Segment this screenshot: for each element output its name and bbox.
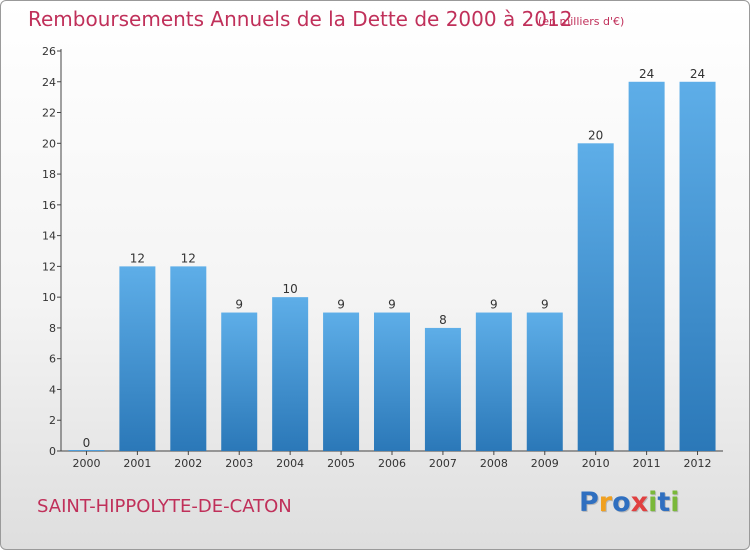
x-tick-label: 2009 xyxy=(531,457,559,470)
x-tick-label: 2007 xyxy=(429,457,457,470)
bar xyxy=(374,312,410,451)
x-tick-label: 2004 xyxy=(276,457,304,470)
y-tick-label: 6 xyxy=(49,353,56,366)
chart-title: Remboursements Annuels de la Dette de 20… xyxy=(28,7,573,31)
y-tick-label: 12 xyxy=(42,260,56,273)
y-tick-label: 22 xyxy=(42,107,56,120)
data-label: 10 xyxy=(283,282,298,296)
bar xyxy=(119,266,156,451)
bar xyxy=(577,143,614,452)
chart-subtitle: (en milliers d'€) xyxy=(538,15,625,28)
bar xyxy=(679,81,716,452)
x-tick-label: 2006 xyxy=(378,457,406,470)
data-label: 12 xyxy=(181,251,196,265)
x-tick-label: 2011 xyxy=(633,457,661,470)
y-tick-label: 0 xyxy=(49,445,56,458)
y-tick-label: 26 xyxy=(42,45,56,58)
x-tick-label: 2002 xyxy=(174,457,202,470)
bars: 0 12 12 9 10 9 9 8 9 9 20 24 24 xyxy=(68,67,716,452)
data-label: 9 xyxy=(388,298,396,312)
y-tick-label: 8 xyxy=(49,322,56,335)
data-label: 20 xyxy=(588,128,603,142)
proxiti-logo: Proxiti xyxy=(579,487,680,518)
data-label: 0 xyxy=(83,436,91,450)
y-tick-label: 2 xyxy=(49,414,56,427)
data-label: 24 xyxy=(690,67,705,81)
y-tick-label: 14 xyxy=(42,230,56,243)
x-tick-label: 2001 xyxy=(123,457,151,470)
y-tick-label: 16 xyxy=(42,199,56,212)
x-tick-label: 2010 xyxy=(582,457,610,470)
y-tick-label: 24 xyxy=(42,76,56,89)
bar xyxy=(475,312,512,451)
bar xyxy=(170,266,207,451)
y-tick-label: 18 xyxy=(42,168,56,181)
x-tick-label: 2000 xyxy=(72,457,100,470)
data-label: 9 xyxy=(541,298,549,312)
y-tick-label: 4 xyxy=(49,383,56,396)
data-label: 9 xyxy=(490,298,498,312)
y-tick-label: 10 xyxy=(42,291,56,304)
data-label: 24 xyxy=(639,67,654,81)
y-tick-label: 20 xyxy=(42,137,56,150)
place-name: SAINT-HIPPOLYTE-DE-CATON xyxy=(37,496,292,517)
bar xyxy=(272,297,309,451)
bar xyxy=(221,312,258,451)
data-label: 12 xyxy=(130,251,145,265)
data-label: 8 xyxy=(439,313,447,327)
x-tick-label: 2005 xyxy=(327,457,355,470)
data-label: 9 xyxy=(235,298,243,312)
bar xyxy=(323,312,360,451)
bar xyxy=(526,312,563,451)
x-tick-label: 2008 xyxy=(480,457,508,470)
data-label: 9 xyxy=(337,298,345,312)
bar xyxy=(424,327,461,451)
x-tick-label: 2012 xyxy=(684,457,712,470)
x-tick-label: 2003 xyxy=(225,457,253,470)
bar xyxy=(628,81,665,452)
